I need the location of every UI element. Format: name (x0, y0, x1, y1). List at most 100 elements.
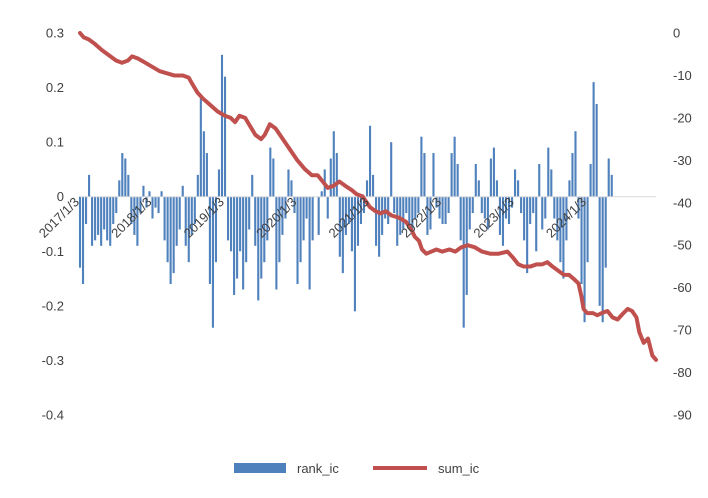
rank-ic-bar (109, 196, 112, 246)
rank-ic-bar (296, 196, 299, 285)
rank-ic-bar (214, 196, 218, 263)
rank-ic-bar (426, 196, 429, 235)
rank-ic-bar (480, 196, 483, 214)
sum-ic-line (78, 31, 658, 362)
rank-ic-bar (553, 196, 556, 219)
right-tick-label: -60 (673, 280, 692, 295)
rank-ic-bar (136, 196, 139, 246)
rank-ic-bar (305, 196, 308, 219)
rank-ic-bar (423, 153, 426, 197)
rank-ic-bar (281, 196, 284, 235)
rank-ic-bar (444, 196, 447, 224)
rank-ic-bar (169, 196, 172, 285)
rank-ic-bar (302, 196, 305, 241)
rank-ic-bar (157, 196, 160, 214)
rank-ic-bar (529, 196, 532, 224)
rank-ic-bar (332, 131, 335, 197)
rank-ic-bar (127, 174, 130, 197)
rank-ic-bar (91, 196, 94, 246)
rank-ic-bar (390, 142, 393, 197)
rank-ic-bar (474, 163, 477, 197)
left-tick-label: 0.2 (46, 80, 64, 95)
rank-ic-bar (471, 196, 474, 214)
rank-ic-bar (577, 196, 580, 219)
rank-ic-bar (133, 196, 136, 235)
rank-ic-bar (353, 196, 356, 312)
rank-ic-bar (547, 147, 550, 197)
rank-ic-bar (88, 174, 91, 197)
rank-ic-bar (399, 196, 402, 235)
rank-ic-bar (326, 196, 329, 219)
rank-ic-bar (447, 196, 450, 214)
rank-ic-bar (236, 196, 239, 279)
rank-ic-bar (217, 169, 221, 197)
rank-ic-bar (544, 196, 547, 219)
rank-ic-bar (580, 196, 583, 285)
right-tick-label: -20 (673, 110, 692, 125)
rank-ic-bar (344, 196, 347, 235)
rank-ic-bar (501, 196, 505, 246)
rank-ic-bar (571, 153, 574, 197)
rank-ic-bar (414, 196, 417, 219)
rank-ic-bar (154, 196, 157, 208)
rank-ic-bar (535, 196, 538, 252)
rank-ic-bar (559, 196, 562, 263)
rank-ic-bar (184, 196, 187, 246)
right-tick-label: -70 (673, 323, 692, 338)
rank-ic-bar (393, 196, 396, 214)
rank-ic-bar (507, 196, 511, 224)
rank-ic-bar (538, 163, 541, 197)
rank-ic-bar (435, 196, 438, 208)
rank-ic-bar (387, 196, 390, 224)
rank-ic-bar (287, 169, 290, 197)
rank-ic-bar (453, 136, 456, 197)
legend: rank_ic sum_ic (234, 461, 480, 476)
left-tick-label: -0.4 (42, 408, 64, 423)
rank-ic-bar (341, 196, 344, 274)
rank-ic-bar (178, 196, 181, 230)
rank-ic-bar (245, 196, 248, 263)
rank-ic-bar (115, 196, 118, 214)
rank-ic-bar (175, 196, 178, 246)
left-tick-label: -0.2 (42, 298, 64, 313)
rank-ic-bar (592, 82, 595, 197)
rank-ic-bar (595, 103, 598, 197)
rank-ic-bar (329, 158, 332, 197)
rank-ic-bar (562, 196, 565, 279)
rank-ic-bar (610, 174, 613, 197)
rank-ic-bar (356, 196, 360, 246)
rank-ic-bar (130, 196, 133, 224)
rank-ic-bar (420, 136, 423, 197)
rank-ic-bar (517, 180, 520, 197)
rank-ic-bar (230, 196, 233, 252)
rank-ic-bar (226, 196, 230, 241)
rank-ic-bar (124, 158, 127, 197)
rank-ic-bar (556, 196, 559, 241)
right-tick-label: -40 (673, 195, 692, 210)
rank-ic-bar (112, 196, 115, 224)
rank-ic-bar (514, 169, 517, 197)
rank-ic-bar (103, 196, 106, 230)
rank-ic-bar (504, 196, 508, 219)
rank-ic-bar (223, 76, 227, 197)
rank-ic-bar (532, 196, 535, 214)
rank-ic-bar (462, 196, 465, 328)
left-tick-label: 0.3 (46, 26, 64, 41)
rank-ic-bar (405, 196, 408, 214)
rank-ic-bar (233, 196, 236, 295)
rank-ic-bars (78, 54, 613, 328)
rank-ic-bar (254, 196, 257, 246)
rank-ic-bar (378, 196, 381, 257)
rank-ic-bar (523, 196, 526, 241)
legend-label-rank-ic: rank_ic (297, 461, 339, 476)
rank-ic-bar (365, 180, 369, 197)
rank-ic-bar (293, 196, 296, 214)
rank-ic-bar (142, 185, 145, 197)
rank-ic-bar (583, 196, 586, 323)
right-tick-label: -80 (673, 365, 692, 380)
rank-ic-bar (492, 147, 495, 197)
rank-ic-bar (202, 131, 205, 197)
rank-ic-bar (145, 196, 148, 208)
rank-ic-bar (432, 153, 435, 197)
